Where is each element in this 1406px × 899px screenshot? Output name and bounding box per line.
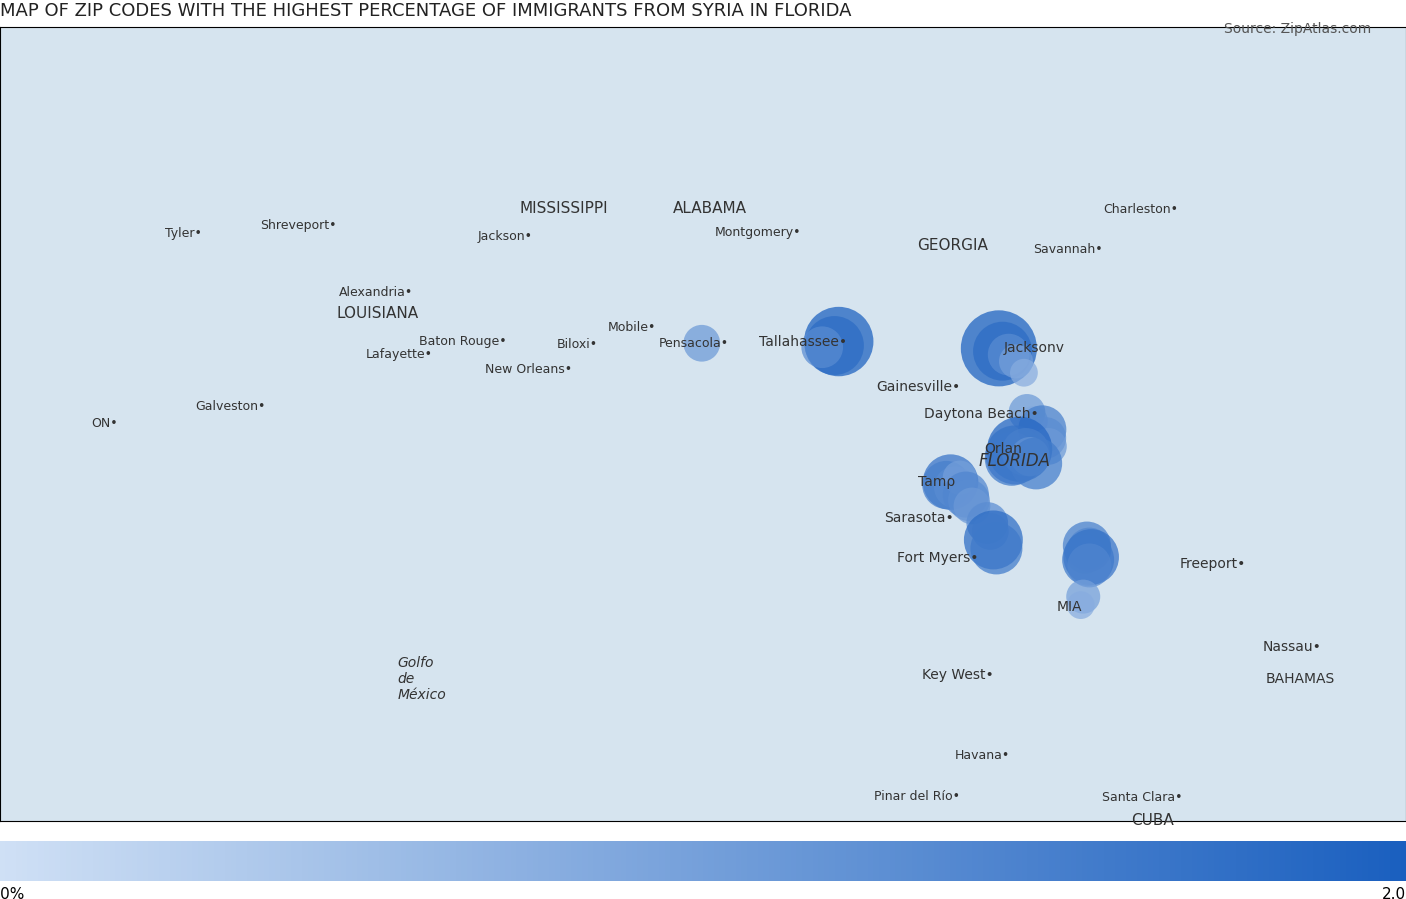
Text: Tamρ: Tamρ [918,476,955,489]
Text: Jacksonv: Jacksonv [1004,342,1064,355]
Point [811,340,834,354]
Text: Lafayette•: Lafayette• [366,348,433,361]
Point [983,533,1005,547]
Point [1071,590,1094,604]
Text: Savannah•: Savannah• [1033,243,1102,255]
Text: Gainesville•: Gainesville• [877,380,960,394]
Point [1078,542,1101,556]
Point [1012,366,1035,380]
Text: Fort Myers•: Fort Myers• [897,550,979,565]
Point [1015,445,1038,459]
Point [987,341,1010,355]
Point [1001,451,1024,466]
Text: Biloxi•: Biloxi• [557,338,598,351]
Point [823,338,845,352]
Point [1015,405,1038,420]
Point [939,475,962,489]
Point [690,336,713,351]
Point [1080,550,1102,565]
Point [1005,354,1028,369]
Point [997,347,1019,361]
Text: New Orleans•: New Orleans• [485,363,572,377]
Point [955,487,977,502]
Point [1070,598,1092,612]
Point [949,470,972,485]
Point [960,499,983,513]
Text: Key West•: Key West• [921,669,994,682]
Point [991,344,1014,359]
Text: FLORIDA: FLORIDA [979,451,1050,469]
Point [957,493,980,507]
Point [1004,448,1026,462]
Point [1031,423,1053,437]
Text: Pinar del Río•: Pinar del Río• [875,790,960,803]
Text: CUBA: CUBA [1130,813,1174,828]
Point [986,541,1008,556]
Text: Pensacola•: Pensacola• [659,337,730,350]
Text: ON•: ON• [91,417,118,431]
Text: BAHAMAS: BAHAMAS [1265,672,1334,686]
Point [1078,558,1101,573]
Text: Daytona Beach•: Daytona Beach• [925,406,1039,421]
Text: Sarasota•: Sarasota• [884,511,953,525]
Text: Freeport•: Freeport• [1180,557,1246,571]
Point [1033,431,1056,445]
Text: Jackson•: Jackson• [478,230,533,244]
Text: Source: ZipAtlas.com: Source: ZipAtlas.com [1223,22,1371,37]
Point [979,524,1001,539]
Point [1077,553,1099,567]
Point [1038,440,1060,454]
Text: Charleston•: Charleston• [1104,203,1178,216]
Text: Shreveport•: Shreveport• [260,218,336,232]
Text: LOUISIANA: LOUISIANA [336,306,419,321]
Text: Havana•: Havana• [955,750,1010,762]
Point [1019,450,1042,464]
Text: Santa Clara•: Santa Clara• [1102,791,1182,805]
Point [1025,456,1047,470]
Point [935,477,957,492]
Text: MISSISSIPPI: MISSISSIPPI [520,200,609,216]
Text: Montgomery•: Montgomery• [716,227,801,239]
Point [943,480,966,494]
Text: Tyler•: Tyler• [165,227,202,240]
Text: Tallahassee•: Tallahassee• [759,335,848,349]
Text: Nassau•: Nassau• [1263,640,1322,654]
Text: Golfo
de
México: Golfo de México [398,655,446,702]
Text: Baton Rouge•: Baton Rouge• [419,335,506,348]
Text: GEORGIA: GEORGIA [917,237,988,253]
Point [1008,442,1031,457]
Point [976,516,998,530]
Point [1074,547,1097,561]
Text: Alexandria•: Alexandria• [339,286,413,299]
Text: Orlan: Orlan [984,442,1022,457]
Text: Mobile•: Mobile• [609,321,657,334]
Text: ALABAMA: ALABAMA [672,200,747,216]
Point [1076,539,1098,553]
Text: MIA: MIA [1056,600,1083,614]
Text: MAP OF ZIP CODES WITH THE HIGHEST PERCENTAGE OF IMMIGRANTS FROM SYRIA IN FLORIDA: MAP OF ZIP CODES WITH THE HIGHEST PERCEN… [0,2,852,20]
Point [1022,414,1045,428]
Point [828,334,851,349]
Text: Galveston•: Galveston• [195,400,266,414]
